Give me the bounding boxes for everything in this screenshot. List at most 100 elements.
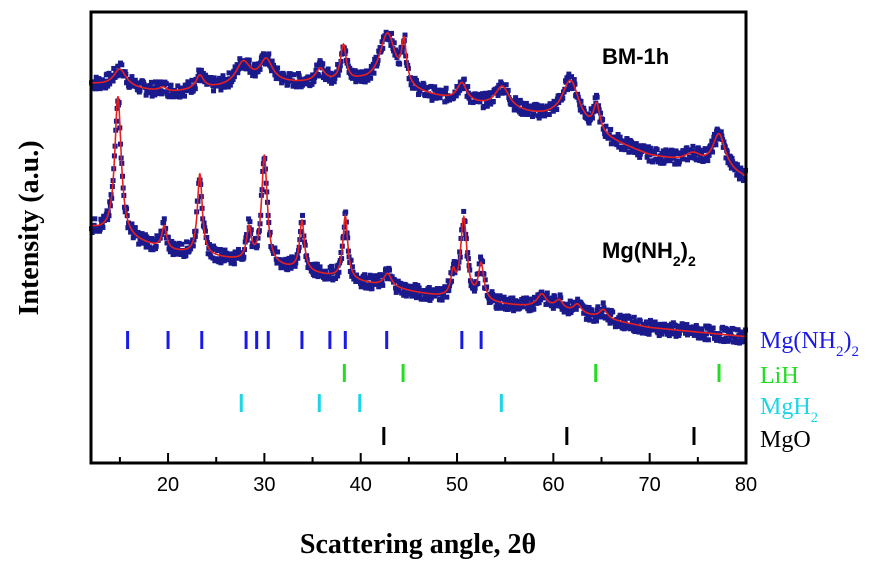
- data-point: [231, 261, 237, 267]
- data-point: [465, 84, 471, 90]
- data-point: [246, 216, 252, 222]
- data-point: [615, 132, 621, 138]
- data-point: [536, 300, 542, 306]
- data-point: [416, 285, 422, 291]
- data-point: [558, 295, 564, 301]
- data-point: [591, 318, 597, 324]
- data-point: [111, 65, 117, 71]
- data-point: [168, 242, 174, 248]
- data-point: [718, 129, 724, 135]
- data-point: [163, 81, 169, 87]
- series-0: [88, 29, 749, 184]
- data-point: [514, 303, 520, 309]
- data-point: [324, 75, 330, 81]
- data-point: [520, 304, 526, 310]
- data-point: [583, 305, 589, 311]
- data-point: [347, 268, 353, 274]
- data-point: [709, 138, 715, 144]
- data-point: [322, 268, 328, 274]
- data-point: [546, 111, 552, 117]
- x-tick-label: 60: [542, 474, 564, 496]
- data-point: [703, 331, 709, 337]
- data-point: [105, 217, 111, 223]
- data-point: [427, 92, 433, 98]
- data-point: [719, 133, 725, 139]
- data-point: [437, 95, 443, 101]
- data-point: [215, 248, 221, 254]
- data-point: [444, 294, 450, 300]
- data-point: [644, 154, 650, 160]
- data-point: [366, 285, 372, 291]
- phase-label: Mg(NH2)2: [760, 328, 859, 360]
- data-point: [275, 65, 281, 71]
- data-point: [221, 258, 227, 264]
- data-point: [156, 91, 162, 97]
- data-point: [627, 149, 633, 155]
- reference-0: [126, 331, 483, 349]
- data-point: [202, 225, 208, 231]
- data-point: [171, 248, 177, 254]
- data-point: [451, 259, 457, 265]
- data-point: [231, 74, 237, 80]
- data-point: [500, 82, 506, 88]
- data-point: [282, 260, 288, 266]
- data-point: [314, 261, 320, 267]
- data-point: [366, 275, 372, 281]
- data-point: [186, 82, 192, 88]
- data-point: [228, 260, 234, 266]
- data-point: [328, 70, 334, 76]
- data-point: [175, 83, 181, 89]
- data-point: [618, 320, 624, 326]
- x-axis: 20 30 40 50 60 70 80: [118, 453, 757, 496]
- data-point: [203, 74, 209, 80]
- data-point: [430, 93, 436, 99]
- data-point: [245, 233, 251, 239]
- data-point: [642, 325, 648, 331]
- data-point: [647, 145, 653, 151]
- data-point: [196, 67, 202, 73]
- data-point: [354, 74, 360, 80]
- data-point: [336, 269, 342, 275]
- data-point: [432, 84, 438, 90]
- data-point: [484, 103, 490, 109]
- data-point: [554, 96, 560, 102]
- data-point: [426, 289, 432, 295]
- data-point: [472, 91, 478, 97]
- data-point: [285, 267, 291, 273]
- data-point: [740, 170, 746, 176]
- data-point: [92, 216, 98, 222]
- data-point: [601, 305, 607, 311]
- data-point: [380, 282, 386, 288]
- data-point: [249, 67, 255, 73]
- data-point: [230, 76, 236, 82]
- data-point: [261, 52, 267, 58]
- data-point: [525, 111, 531, 117]
- data-point: [97, 226, 103, 232]
- data-point: [348, 257, 354, 263]
- data-point: [442, 88, 448, 94]
- data-point: [114, 73, 120, 79]
- data-point: [293, 260, 299, 266]
- data-point: [391, 40, 397, 46]
- data-point: [711, 134, 717, 140]
- data-point: [162, 229, 168, 235]
- data-point: [482, 95, 488, 101]
- data-point: [723, 335, 729, 341]
- data-point: [539, 289, 545, 295]
- data-point: [637, 318, 643, 324]
- data-point: [413, 78, 419, 84]
- data-point: [492, 293, 498, 299]
- data-point: [593, 314, 599, 320]
- data-point: [166, 94, 172, 100]
- data-point: [190, 243, 196, 249]
- data-point: [696, 147, 702, 153]
- data-point: [659, 150, 665, 156]
- data-point: [731, 326, 737, 332]
- data-point: [567, 298, 573, 304]
- data-point: [421, 82, 427, 88]
- data-point: [565, 87, 571, 93]
- data-point: [554, 107, 560, 113]
- data-point: [296, 73, 302, 79]
- data-point: [505, 306, 511, 312]
- data-point: [350, 71, 356, 77]
